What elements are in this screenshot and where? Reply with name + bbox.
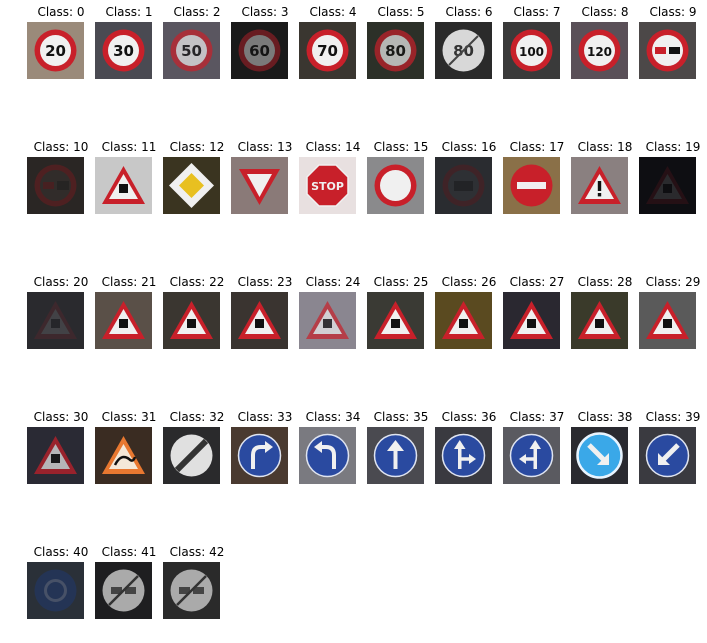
sign-thumbnail xyxy=(435,292,492,349)
sign-thumbnail xyxy=(163,157,220,214)
class-label: Class: 38 xyxy=(577,410,633,424)
sign-thumbnail xyxy=(435,157,492,214)
class-label: Class: 11 xyxy=(101,140,157,154)
sign-thumbnail xyxy=(163,562,220,619)
sign-thumbnail xyxy=(503,157,560,214)
sign-thumbnail xyxy=(639,427,696,484)
sign-thumbnail xyxy=(639,157,696,214)
sign-thumbnail xyxy=(27,427,84,484)
class-label: Class: 8 xyxy=(581,5,629,19)
sign-thumbnail xyxy=(367,292,424,349)
sign-thumbnail xyxy=(231,427,288,484)
class-label: Class: 31 xyxy=(101,410,157,424)
sign-thumbnail: 120 xyxy=(571,22,628,79)
sign-thumbnail xyxy=(95,427,152,484)
class-label: Class: 16 xyxy=(441,140,497,154)
class-label: Class: 9 xyxy=(649,5,697,19)
class-label: Class: 15 xyxy=(373,140,429,154)
sign-thumbnail: 50 xyxy=(163,22,220,79)
sign-thumbnail xyxy=(95,157,152,214)
sign-thumbnail xyxy=(435,427,492,484)
class-label: Class: 36 xyxy=(441,410,497,424)
class-label: Class: 20 xyxy=(33,275,89,289)
class-label: Class: 37 xyxy=(509,410,565,424)
class-label: Class: 5 xyxy=(377,5,425,19)
class-label: Class: 10 xyxy=(33,140,89,154)
sign-thumbnail xyxy=(367,427,424,484)
class-label: Class: 4 xyxy=(309,5,357,19)
class-label: Class: 14 xyxy=(305,140,361,154)
class-label: Class: 33 xyxy=(237,410,293,424)
class-label: Class: 17 xyxy=(509,140,565,154)
sign-thumbnail: 80 xyxy=(435,22,492,79)
class-label: Class: 29 xyxy=(645,275,701,289)
sign-thumbnail xyxy=(299,292,356,349)
svg-text:STOP: STOP xyxy=(311,180,344,193)
class-label: Class: 42 xyxy=(169,545,225,559)
sign-thumbnail xyxy=(571,427,628,484)
class-label: Class: 1 xyxy=(105,5,153,19)
class-label: Class: 39 xyxy=(645,410,701,424)
class-label: Class: 40 xyxy=(33,545,89,559)
sign-thumbnail xyxy=(163,292,220,349)
sign-thumbnail: 30 xyxy=(95,22,152,79)
class-label: Class: 24 xyxy=(305,275,361,289)
sign-thumbnail: STOP xyxy=(299,157,356,214)
sign-thumbnail xyxy=(95,562,152,619)
svg-text:60: 60 xyxy=(249,42,270,60)
sign-thumbnail: 70 xyxy=(299,22,356,79)
class-label: Class: 34 xyxy=(305,410,361,424)
class-label: Class: 2 xyxy=(173,5,221,19)
class-label: Class: 41 xyxy=(101,545,157,559)
class-label: Class: 3 xyxy=(241,5,289,19)
class-label: Class: 27 xyxy=(509,275,565,289)
class-label: Class: 23 xyxy=(237,275,293,289)
sign-thumbnail: 100 xyxy=(503,22,560,79)
sign-thumbnail xyxy=(639,292,696,349)
sign-thumbnail xyxy=(299,427,356,484)
class-label: Class: 7 xyxy=(513,5,561,19)
class-label: Class: 26 xyxy=(441,275,497,289)
class-label: Class: 13 xyxy=(237,140,293,154)
class-label: Class: 30 xyxy=(33,410,89,424)
svg-text:120: 120 xyxy=(587,45,612,59)
sign-thumbnail xyxy=(503,427,560,484)
sign-thumbnail xyxy=(231,157,288,214)
sign-thumbnail xyxy=(367,157,424,214)
sign-thumbnail xyxy=(231,292,288,349)
sign-thumbnail xyxy=(27,157,84,214)
class-label: Class: 6 xyxy=(445,5,493,19)
class-label: Class: 19 xyxy=(645,140,701,154)
svg-text:80: 80 xyxy=(385,42,406,60)
class-label: Class: 22 xyxy=(169,275,225,289)
svg-text:50: 50 xyxy=(181,42,202,60)
sign-thumbnail xyxy=(503,292,560,349)
sign-thumbnail xyxy=(571,292,628,349)
sign-thumbnail xyxy=(639,22,696,79)
svg-text:100: 100 xyxy=(519,45,544,59)
svg-text:70: 70 xyxy=(317,42,338,60)
class-label: Class: 0 xyxy=(37,5,85,19)
class-label: Class: 18 xyxy=(577,140,633,154)
sign-thumbnail xyxy=(27,562,84,619)
svg-text:20: 20 xyxy=(45,42,66,60)
sign-thumbnail: 20 xyxy=(27,22,84,79)
sign-thumbnail xyxy=(27,292,84,349)
class-label: Class: 25 xyxy=(373,275,429,289)
class-label: Class: 32 xyxy=(169,410,225,424)
sign-thumbnail xyxy=(571,157,628,214)
class-label: Class: 12 xyxy=(169,140,225,154)
sign-thumbnail xyxy=(163,427,220,484)
class-label: Class: 35 xyxy=(373,410,429,424)
sign-thumbnail: 80 xyxy=(367,22,424,79)
sign-thumbnail xyxy=(95,292,152,349)
svg-text:30: 30 xyxy=(113,42,134,60)
class-label: Class: 28 xyxy=(577,275,633,289)
class-label: Class: 21 xyxy=(101,275,157,289)
sign-thumbnail: 60 xyxy=(231,22,288,79)
